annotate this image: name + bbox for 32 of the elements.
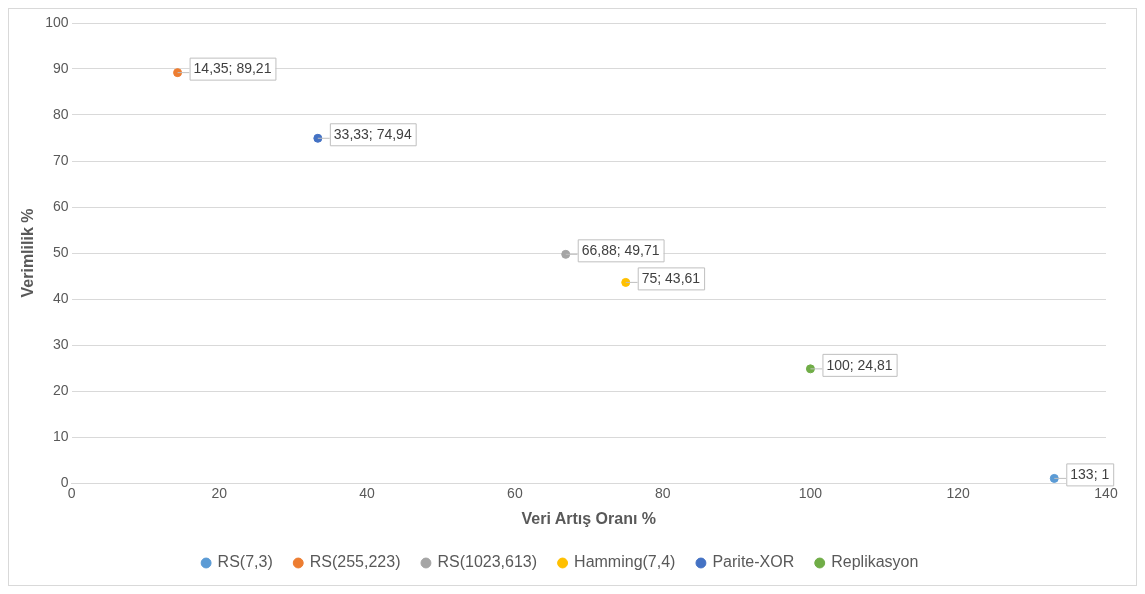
x-tick-label: 60 [507, 485, 523, 502]
legend-label: Parite-XOR [712, 553, 795, 571]
x-tick-label: 100 [798, 485, 823, 502]
y-tick-label: 80 [52, 105, 69, 122]
data-label: 75; 43,61 [641, 270, 701, 287]
y-tick-label: 30 [52, 335, 69, 352]
y-tick-label: 50 [52, 243, 69, 260]
legend-label: Hamming(7,4) [574, 553, 676, 571]
y-axis-title: Verimlilik % [19, 208, 37, 298]
legend-label: RS(7,3) [217, 553, 273, 571]
x-tick-label: 40 [359, 485, 376, 502]
data-label: 66,88; 49,71 [581, 242, 660, 259]
legend-label: RS(255,223) [309, 553, 401, 571]
y-tick-label: 90 [52, 59, 69, 76]
y-tick-label: 70 [52, 151, 69, 168]
data-label: 100; 24,81 [826, 356, 893, 373]
y-tick-label: 20 [52, 381, 69, 398]
data-label: 133; 1 [1070, 466, 1110, 483]
x-tick-label: 20 [211, 485, 228, 502]
y-tick-label: 100 [45, 13, 69, 30]
x-axis-title: Veri Artış Oranı % [521, 509, 657, 527]
y-tick-label: 60 [52, 197, 69, 214]
x-tick-label: 120 [946, 485, 971, 502]
x-tick-label: 80 [654, 485, 671, 502]
data-label: 14,35; 89,21 [193, 60, 272, 77]
y-tick-label: 0 [60, 473, 69, 490]
legend-label: RS(1023,613) [437, 553, 538, 571]
data-label: 33,33; 74,94 [333, 126, 412, 143]
x-tick-label: 140 [1094, 485, 1118, 502]
legend-label: Replikasyon [831, 553, 919, 571]
y-tick-label: 10 [52, 427, 69, 444]
y-tick-label: 40 [52, 289, 69, 306]
